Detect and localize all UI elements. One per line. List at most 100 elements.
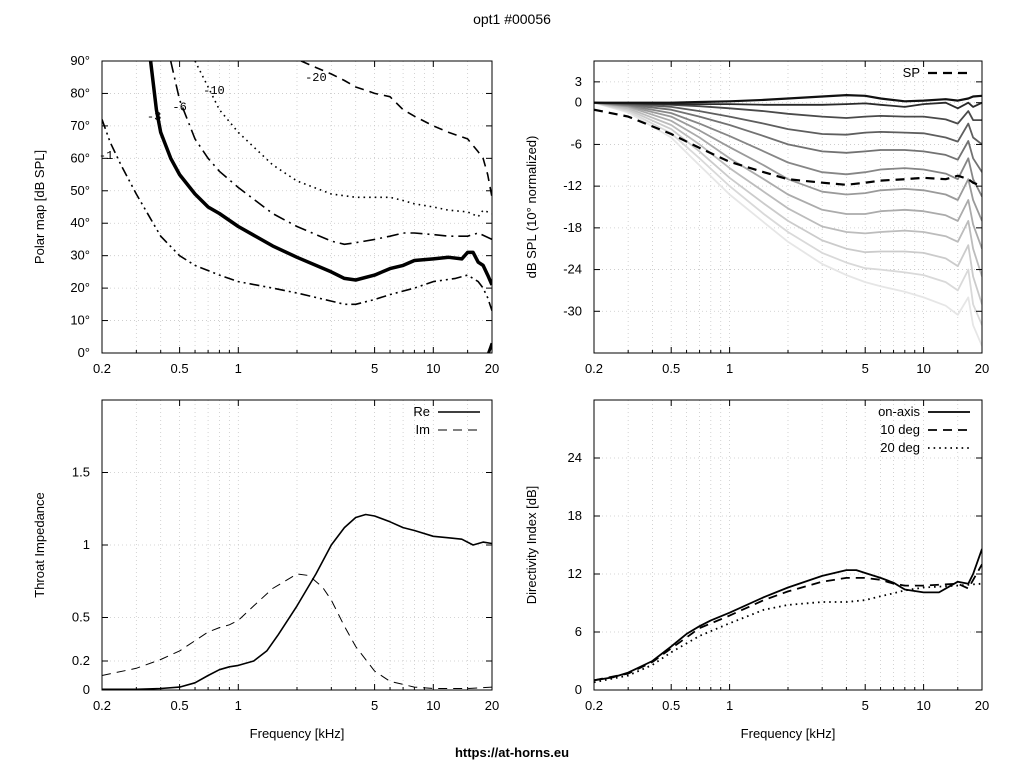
x-tick-label: 10 — [426, 361, 440, 376]
series-line-on-axis — [594, 548, 982, 682]
y-tick-label: 1.5 — [72, 465, 90, 480]
x-tick-label: 20 — [485, 698, 499, 713]
data-layer — [102, 513, 492, 690]
series-line--20 — [300, 61, 492, 198]
legend-label: 10 deg — [880, 422, 920, 437]
series-line-curve-4 — [594, 101, 982, 250]
legend-label: 20 deg — [880, 440, 920, 455]
y-tick-label: 18 — [568, 508, 582, 523]
y-tick-label: 40° — [70, 215, 90, 230]
y-tick-label: 0.2 — [72, 653, 90, 668]
y-tick-label: 20° — [70, 280, 90, 295]
x-tick-label: 1 — [235, 361, 242, 376]
legend-label: Im — [416, 422, 430, 437]
x-tick-label: 10 — [426, 698, 440, 713]
series-line--6 — [169, 61, 492, 246]
series-line-10-deg — [594, 563, 982, 682]
x-tick-label: 0.5 — [171, 698, 189, 713]
y-tick-label: 0 — [575, 682, 582, 697]
plot-di: 0.2 0.5 1 5 10 20 0 6 12 18 24 Directivity Index [d… — [524, 399, 989, 741]
y-tick-label: 50° — [70, 183, 90, 198]
data-layer — [102, 61, 492, 353]
plots-group: -1-3-6-10-200.2 0.5 1 5 10 200°10°20°30°40°50… — [32, 53, 989, 741]
y-tick-label: 3 — [575, 74, 582, 89]
y-tick-label: -30 — [563, 303, 582, 318]
contour-label: -10 — [203, 84, 225, 98]
series-line-curve-1 — [594, 101, 982, 326]
y-tick-label: -24 — [563, 262, 582, 277]
contour-label: -20 — [305, 71, 327, 85]
legend-label: Re — [413, 404, 430, 419]
x-tick-label: 5 — [862, 361, 869, 376]
y-tick-label: 90° — [70, 53, 90, 68]
x-tick-label: 1 — [726, 361, 733, 376]
y-tick-label: 1 — [83, 537, 90, 552]
x-tick-label: 0.2 — [93, 361, 111, 376]
figure-title: opt1 #00056 — [473, 11, 551, 27]
x-tick-label: 10 — [916, 698, 930, 713]
series-line-curve-3 — [594, 101, 982, 277]
x-axis-label: Frequency [kHz] — [250, 726, 345, 741]
series-line-curve-7 — [594, 101, 982, 173]
y-axis-label: Directivity Index [dB] — [524, 486, 539, 605]
y-tick-label: 6 — [575, 624, 582, 639]
x-tick-label: 0.2 — [585, 361, 603, 376]
y-tick-label: 70° — [70, 118, 90, 133]
y-tick-label: 60° — [70, 150, 90, 165]
x-tick-label: 20 — [975, 698, 989, 713]
legend-label: on-axis — [878, 404, 920, 419]
contour-label: -6 — [172, 100, 186, 114]
series-line-Im — [102, 573, 492, 689]
series-line--3 — [148, 61, 492, 286]
series-line-curve-0 — [594, 101, 982, 347]
series-line-corner — [487, 342, 492, 353]
series-line-curve-9 — [594, 101, 982, 125]
y-tick-label: 30° — [70, 248, 90, 263]
contour-label: -3 — [147, 110, 161, 124]
x-tick-label: 5 — [371, 698, 378, 713]
series-line-curve-2 — [594, 101, 982, 305]
x-tick-label: 0.2 — [585, 698, 603, 713]
x-tick-label: 20 — [485, 361, 499, 376]
y-tick-label: 0 — [575, 95, 582, 110]
y-tick-label: 0 — [83, 682, 90, 697]
x-tick-label: 0.5 — [662, 361, 680, 376]
series-line-Re — [102, 513, 492, 690]
y-axis-label: Throat Impedance — [32, 492, 47, 598]
y-tick-label: 0.5 — [72, 610, 90, 625]
legend-label: SP — [903, 65, 920, 80]
x-tick-label: 0.5 — [662, 698, 680, 713]
contour-label: -1 — [99, 149, 113, 163]
y-axis-label: dB SPL (10° normalized) — [524, 136, 539, 279]
series-line--10 — [194, 61, 492, 218]
series-line-SP — [594, 108, 982, 188]
x-tick-label: 1 — [726, 698, 733, 713]
x-tick-label: 5 — [371, 361, 378, 376]
x-tick-label: 10 — [916, 361, 930, 376]
y-tick-label: 12 — [568, 566, 582, 581]
x-axis-label: Frequency [kHz] — [741, 726, 836, 741]
data-layer — [594, 94, 982, 347]
data-layer — [594, 548, 982, 684]
x-tick-label: 0.2 — [93, 698, 111, 713]
y-tick-label: 10° — [70, 313, 90, 328]
y-axis-label: Polar map [dB SPL] — [32, 150, 47, 264]
plot-polar: -1 -3 -6 -10 -20 0.2 0.5 1 5 10 20 0° 10° 20° 30° 40° 50… — [32, 53, 499, 376]
series-line-curve-8 — [594, 101, 982, 146]
series-line-curve-10 — [594, 101, 982, 110]
x-tick-label: 5 — [862, 698, 869, 713]
series-line--1 — [102, 119, 492, 312]
y-tick-label: 0° — [78, 345, 90, 360]
y-tick-label: -18 — [563, 220, 582, 235]
x-tick-label: 0.5 — [171, 361, 189, 376]
footer-url[interactable]: https://at-horns.eu — [455, 745, 569, 760]
y-tick-label: 24 — [568, 450, 582, 465]
x-tick-label: 1 — [235, 698, 242, 713]
y-tick-label: -6 — [570, 136, 582, 151]
y-tick-label: 80° — [70, 85, 90, 100]
series-line-curve-5 — [594, 101, 982, 222]
y-tick-label: -12 — [563, 178, 582, 193]
